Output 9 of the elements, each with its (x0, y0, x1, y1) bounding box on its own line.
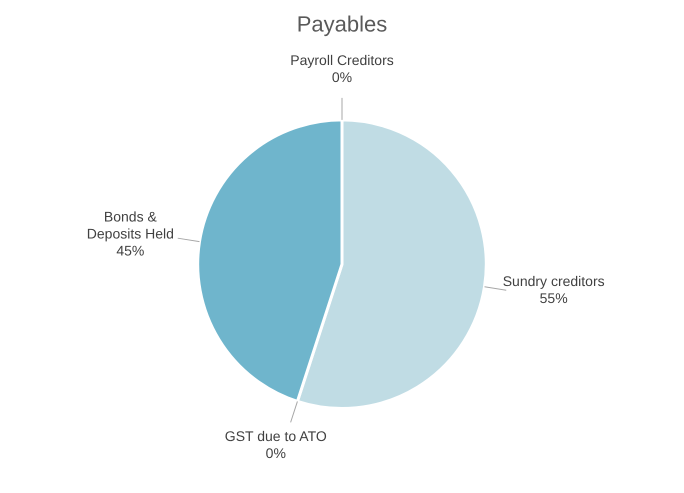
text: 0% (332, 68, 352, 85)
text: 0% (266, 445, 286, 462)
slice-label: Sundry creditors (502, 273, 605, 290)
legend-label: GST due to ATO (224, 428, 327, 444)
data-label: 45% (116, 242, 144, 258)
category-label: Payroll Creditors (290, 52, 394, 68)
chart-title: Payables (296, 11, 388, 36)
slice-label: Bonds & Deposits Held (86, 208, 174, 242)
data-label: 55% (540, 290, 568, 306)
